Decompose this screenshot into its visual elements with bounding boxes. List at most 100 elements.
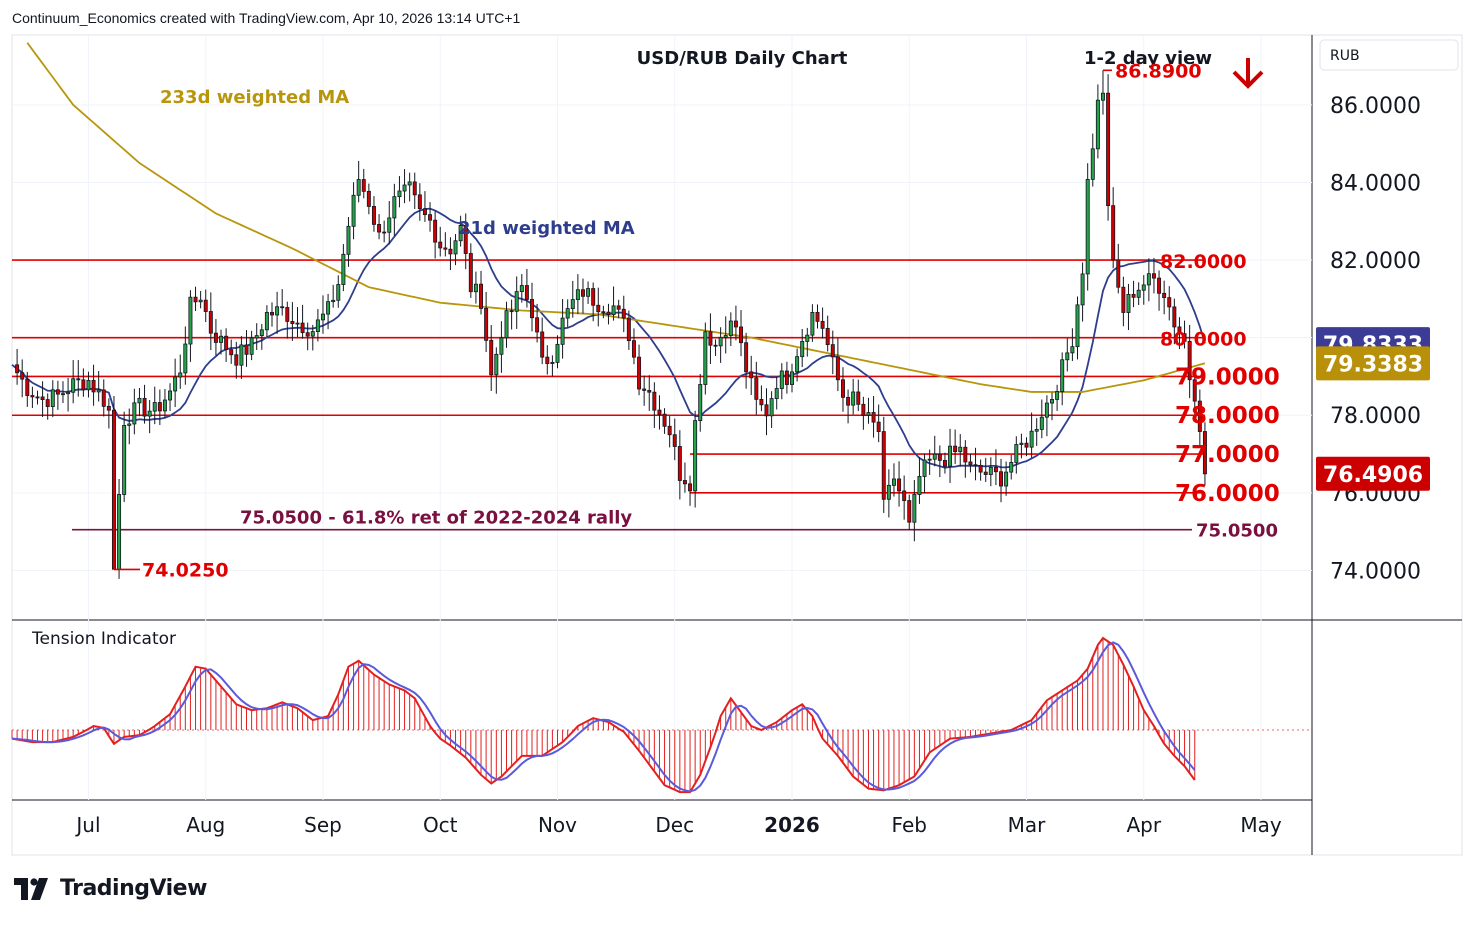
candle-up [239,344,244,366]
candle-down [881,431,886,500]
candle-up [795,356,800,373]
candle-down [412,181,417,196]
candle-down [841,379,845,398]
candle-down [30,395,35,398]
candle-down [754,377,759,400]
candle-up [560,317,565,345]
candle-up [122,425,127,495]
candle-up [1060,359,1065,392]
candle-up [550,361,555,364]
fib-value-label: 75.0500 [1196,521,1278,542]
candle-down [1177,326,1182,335]
candle-down [524,285,529,300]
candle-up [570,299,575,309]
chart-subtitle: 1-2 day view [1084,48,1212,69]
tension-slow-line [11,641,1196,793]
candle-down [1151,273,1156,279]
candle-down [81,379,86,391]
candle-down [815,312,820,322]
candle-up [1055,391,1060,400]
candle-up [1141,284,1146,291]
candle-up [504,310,509,339]
chart-title: USD/RUB Daily Chart [637,48,848,69]
tradingview-logo[interactable]: TradingView [14,876,207,901]
candle-down [448,248,453,255]
price-badge [1316,346,1430,381]
low-value-label: 74.0250 [142,559,229,581]
candle-up [310,331,315,337]
candle-down [224,335,229,350]
candle-up [351,194,356,227]
candle-down [621,308,626,319]
candle-down [749,371,754,379]
candle-up [723,335,728,338]
down-arrow-icon [1232,58,1264,89]
candle-down [601,311,606,314]
candle-down [1162,292,1167,299]
candle-up [693,420,698,492]
candle-down [1182,333,1187,342]
candle-down [657,409,662,415]
candle-down [20,372,25,380]
candle-up [1029,430,1034,448]
candle-up [1044,402,1049,418]
candle-up [198,299,203,303]
candle-up [254,335,259,339]
candle-up [866,412,871,416]
level-label: 76.0000 [1175,481,1280,507]
candle-up [152,402,157,412]
candle-down [626,317,631,342]
x-tick-label: Jul [74,813,100,837]
candle-down [907,500,912,523]
x-tick-label: Apr [1126,813,1161,837]
candle-down [193,296,198,303]
candle-up [96,389,101,393]
level-label: 77.0000 [1175,442,1280,468]
candle-down [999,471,1003,487]
candle-up [392,196,397,219]
candle-up [183,343,188,374]
candle-up [1004,471,1009,487]
candle-down [677,446,682,481]
candle-up [514,291,519,312]
candle-up [162,399,167,412]
candle-up [769,398,774,417]
candle-up [356,179,361,196]
chart-frame [11,34,1463,856]
candle-down [509,310,514,313]
candle-up [66,391,71,395]
candle-down [1157,277,1162,294]
candle-up [779,370,784,389]
candle-down [581,289,585,297]
candle-up [1085,178,1090,275]
candle-down [662,413,667,427]
candle-up [1080,273,1085,306]
candle-down [902,490,907,501]
candle-up [147,410,152,417]
candle-up [1075,304,1080,348]
tension-fast-line [11,636,1196,794]
candle-down [40,396,45,400]
candle-up [932,453,937,460]
candle-down [1197,400,1202,432]
candle-up [387,217,392,233]
candle-down [596,304,601,313]
candle-down [856,391,861,405]
candle-down [468,253,473,293]
candle-down [45,399,50,408]
candle-down [422,208,427,216]
candle-down [489,339,494,376]
candle-down [530,299,534,319]
candle-up [1009,462,1014,473]
candle-down [846,396,851,406]
candle-down [820,320,825,329]
candle-down [545,356,550,364]
x-tick-label: Dec [655,813,694,837]
candle-down [366,190,371,207]
candle-down [208,311,213,334]
candle-up [71,378,76,393]
candle-down [438,241,443,249]
candle-up [473,283,478,293]
candle-up [958,446,963,453]
